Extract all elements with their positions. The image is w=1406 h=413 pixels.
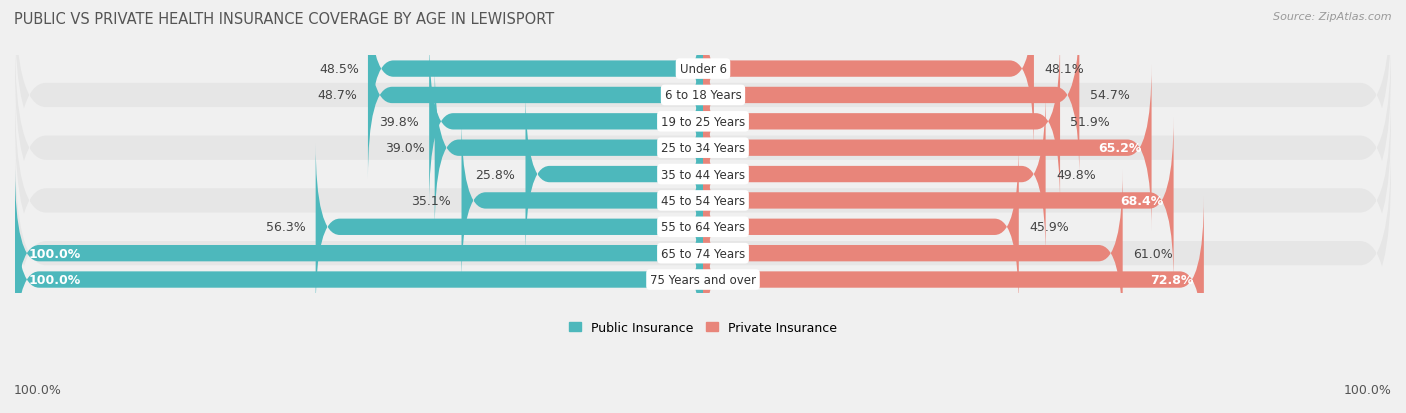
Text: 45 to 54 Years: 45 to 54 Years [661,195,745,207]
Text: Under 6: Under 6 [679,63,727,76]
Text: 51.9%: 51.9% [1070,116,1111,128]
Text: 48.1%: 48.1% [1045,63,1084,76]
FancyBboxPatch shape [434,64,703,232]
FancyBboxPatch shape [703,38,1060,206]
Text: 25 to 34 Years: 25 to 34 Years [661,142,745,155]
Text: 65 to 74 Years: 65 to 74 Years [661,247,745,260]
Text: 100.0%: 100.0% [28,247,82,260]
Text: 61.0%: 61.0% [1133,247,1173,260]
FancyBboxPatch shape [15,196,703,364]
FancyBboxPatch shape [703,143,1019,311]
Text: 45.9%: 45.9% [1029,221,1069,234]
Text: 56.3%: 56.3% [266,221,305,234]
FancyBboxPatch shape [526,91,703,259]
Text: 55 to 64 Years: 55 to 64 Years [661,221,745,234]
Text: 49.8%: 49.8% [1056,168,1095,181]
Text: 39.0%: 39.0% [385,142,425,155]
FancyBboxPatch shape [703,196,1204,364]
Text: 35 to 44 Years: 35 to 44 Years [661,168,745,181]
Text: 72.8%: 72.8% [1150,273,1194,286]
Text: 100.0%: 100.0% [28,273,82,286]
Text: 65.2%: 65.2% [1098,142,1142,155]
FancyBboxPatch shape [15,0,1391,176]
FancyBboxPatch shape [368,12,703,180]
FancyBboxPatch shape [15,42,1391,254]
FancyBboxPatch shape [703,12,1080,180]
Text: 100.0%: 100.0% [1344,384,1392,396]
FancyBboxPatch shape [370,0,703,153]
FancyBboxPatch shape [703,91,1046,259]
FancyBboxPatch shape [429,38,703,206]
Text: 35.1%: 35.1% [412,195,451,207]
Text: 39.8%: 39.8% [380,116,419,128]
FancyBboxPatch shape [15,95,1391,307]
Text: 100.0%: 100.0% [14,384,62,396]
FancyBboxPatch shape [15,147,1391,360]
FancyBboxPatch shape [703,170,1122,337]
Text: 48.7%: 48.7% [318,89,357,102]
FancyBboxPatch shape [15,0,1391,202]
FancyBboxPatch shape [703,64,1152,232]
FancyBboxPatch shape [15,121,1391,334]
Text: 6 to 18 Years: 6 to 18 Years [665,89,741,102]
Text: 25.8%: 25.8% [475,168,515,181]
Legend: Public Insurance, Private Insurance: Public Insurance, Private Insurance [564,316,842,339]
Text: 48.5%: 48.5% [319,63,359,76]
Text: 54.7%: 54.7% [1090,89,1129,102]
Text: 19 to 25 Years: 19 to 25 Years [661,116,745,128]
FancyBboxPatch shape [15,69,1391,281]
FancyBboxPatch shape [703,0,1033,153]
Text: 75 Years and over: 75 Years and over [650,273,756,286]
FancyBboxPatch shape [703,117,1174,285]
Text: 68.4%: 68.4% [1121,195,1163,207]
FancyBboxPatch shape [316,143,703,311]
Text: Source: ZipAtlas.com: Source: ZipAtlas.com [1274,12,1392,22]
FancyBboxPatch shape [15,16,1391,228]
FancyBboxPatch shape [461,117,703,285]
Text: PUBLIC VS PRIVATE HEALTH INSURANCE COVERAGE BY AGE IN LEWISPORT: PUBLIC VS PRIVATE HEALTH INSURANCE COVER… [14,12,554,27]
FancyBboxPatch shape [15,170,703,337]
FancyBboxPatch shape [15,173,1391,386]
